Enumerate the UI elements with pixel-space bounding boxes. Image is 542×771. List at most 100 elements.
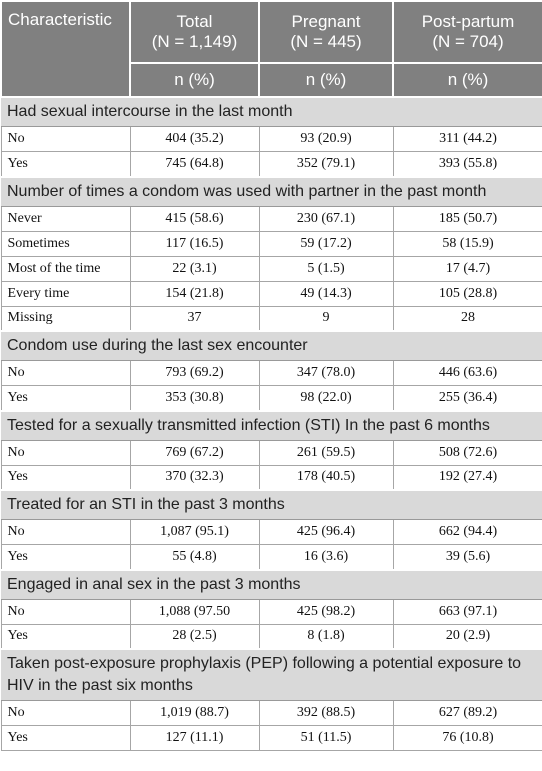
data-row: No 404 (35.2) 93 (20.9) 311 (44.2) bbox=[0, 126, 542, 152]
row-label: No bbox=[0, 598, 131, 625]
cell: 192 (27.4) bbox=[392, 464, 542, 491]
row-label: No bbox=[0, 519, 131, 545]
section-row: Tested for a sexually transmitted infect… bbox=[1, 409, 542, 441]
cell: 17 (4.7) bbox=[392, 255, 542, 282]
cell: 93 (20.9) bbox=[258, 126, 394, 152]
cell: 28 bbox=[392, 305, 542, 332]
cell: 745 (64.8) bbox=[129, 151, 260, 177]
section-row: Treated for an STI in the past 3 months bbox=[1, 489, 542, 520]
cell: 37 bbox=[129, 305, 260, 332]
header-cell: Post-partum (N = 704) bbox=[392, 0, 542, 64]
section-row: Taken post-exposure prophylaxis (PEP) fo… bbox=[1, 648, 542, 701]
cell: 22 (3.1) bbox=[129, 255, 260, 282]
section-row: Condom use during the last sex encounter bbox=[1, 330, 542, 361]
data-row: No 769 (67.2) 261 (59.5) 508 (72.6) bbox=[0, 439, 542, 466]
row-label: Yes bbox=[0, 725, 131, 751]
cell: 404 (35.2) bbox=[129, 126, 260, 152]
cell: 662 (94.4) bbox=[392, 519, 542, 545]
sample-size: (N = 704) bbox=[432, 32, 504, 51]
row-label: Missing bbox=[0, 305, 131, 332]
cell: 352 (79.1) bbox=[258, 151, 394, 177]
cell: 230 (67.1) bbox=[258, 205, 394, 232]
data-row: Yes 55 (4.8) 16 (3.6) 39 (5.6) bbox=[0, 544, 542, 570]
cell: 392 (88.5) bbox=[258, 700, 394, 726]
cell: 185 (50.7) bbox=[392, 205, 542, 232]
data-row: No 793 (69.2) 347 (78.0) 446 (63.6) bbox=[0, 360, 542, 386]
cell: 105 (28.8) bbox=[392, 280, 542, 307]
cell: 8 (1.8) bbox=[258, 623, 394, 650]
cell: 5 (1.5) bbox=[258, 255, 394, 282]
section-title: Condom use during the last sex encounter bbox=[1, 330, 542, 361]
cell: 16 (3.6) bbox=[258, 544, 394, 570]
cell: 76 (10.8) bbox=[392, 725, 542, 751]
data-row: No 1,019 (88.7) 392 (88.5) 627 (89.2) bbox=[0, 700, 542, 726]
cell: 9 bbox=[258, 305, 394, 332]
cell: 1,087 (95.1) bbox=[129, 519, 260, 545]
data-row: Yes 28 (2.5) 8 (1.8) 20 (2.9) bbox=[0, 623, 542, 650]
cell: 627 (89.2) bbox=[392, 700, 542, 726]
section-title: Taken post-exposure prophylaxis (PEP) fo… bbox=[1, 648, 542, 701]
cell: 58 (15.9) bbox=[392, 230, 542, 257]
data-row: Yes 370 (32.3) 178 (40.5) 192 (27.4) bbox=[0, 464, 542, 491]
row-label: Sometimes bbox=[0, 230, 131, 257]
cell: 255 (36.4) bbox=[392, 385, 542, 411]
cell: 20 (2.9) bbox=[392, 623, 542, 650]
data-row: Yes 353 (30.8) 98 (22.0) 255 (36.4) bbox=[0, 385, 542, 411]
section-title: Tested for a sexually transmitted infect… bbox=[1, 409, 542, 441]
cell: 393 (55.8) bbox=[392, 151, 542, 177]
row-label: Yes bbox=[0, 464, 131, 491]
cell: 793 (69.2) bbox=[129, 360, 260, 386]
section-title: Had sexual intercourse in the last month bbox=[1, 96, 542, 127]
cell: 39 (5.6) bbox=[392, 544, 542, 570]
cell: 425 (98.2) bbox=[258, 598, 394, 625]
cell: 55 (4.8) bbox=[129, 544, 260, 570]
cell: 446 (63.6) bbox=[392, 360, 542, 386]
cell: 663 (97.1) bbox=[392, 598, 542, 625]
cell: 347 (78.0) bbox=[258, 360, 394, 386]
cell: 117 (16.5) bbox=[129, 230, 260, 257]
section-row: Engaged in anal sex in the past 3 months bbox=[1, 568, 542, 600]
unit-header: n (%) bbox=[258, 62, 394, 98]
data-row: Most of the time 22 (3.1) 5 (1.5) 17 (4.7) bbox=[0, 255, 542, 282]
cell: 59 (17.2) bbox=[258, 230, 394, 257]
row-label: No bbox=[0, 439, 131, 466]
cell: 425 (96.4) bbox=[258, 519, 394, 545]
cell: 415 (58.6) bbox=[129, 205, 260, 232]
unit-header: n (%) bbox=[129, 62, 260, 98]
header-cell: Total (N = 1,149) bbox=[129, 0, 260, 64]
data-row: No 1,087 (95.1) 425 (96.4) 662 (94.4) bbox=[0, 519, 542, 545]
section-title: Number of times a condom was used with p… bbox=[1, 175, 542, 207]
sample-size: (N = 1,149) bbox=[151, 32, 238, 51]
data-table: Characteristic Total (N = 1,149) Pregnant (N… bbox=[0, 0, 542, 751]
column-header: Characteristic bbox=[8, 10, 112, 29]
cell: 311 (44.2) bbox=[392, 126, 542, 152]
row-label: No bbox=[0, 360, 131, 386]
cell: 98 (22.0) bbox=[258, 385, 394, 411]
row-label: Yes bbox=[0, 151, 131, 177]
column-header: Post-partum bbox=[421, 12, 515, 31]
cell: 353 (30.8) bbox=[129, 385, 260, 411]
cell: 51 (11.5) bbox=[258, 725, 394, 751]
data-row: No 1,088 (97.50 425 (98.2) 663 (97.1) bbox=[0, 598, 542, 625]
sample-size: (N = 445) bbox=[290, 32, 362, 51]
section-row: Had sexual intercourse in the last month bbox=[1, 96, 542, 127]
section-title: Engaged in anal sex in the past 3 months bbox=[1, 568, 542, 600]
row-label: Most of the time bbox=[0, 255, 131, 282]
cell: 127 (11.1) bbox=[129, 725, 260, 751]
cell: 49 (14.3) bbox=[258, 280, 394, 307]
section-row: Number of times a condom was used with p… bbox=[1, 175, 542, 207]
header-cell: Pregnant (N = 445) bbox=[258, 0, 394, 64]
data-row: Yes 745 (64.8) 352 (79.1) 393 (55.8) bbox=[0, 151, 542, 177]
cell: 1,088 (97.50 bbox=[129, 598, 260, 625]
data-row: Every time 154 (21.8) 49 (14.3) 105 (28.8) bbox=[0, 280, 542, 307]
column-header: Pregnant bbox=[291, 12, 361, 31]
cell: 1,019 (88.7) bbox=[129, 700, 260, 726]
data-row: Missing 37 9 28 bbox=[0, 305, 542, 332]
row-label: No bbox=[0, 700, 131, 726]
header-cell: Characteristic bbox=[0, 0, 131, 98]
cell: 508 (72.6) bbox=[392, 439, 542, 466]
data-row: Yes 127 (11.1) 51 (11.5) 76 (10.8) bbox=[0, 725, 542, 751]
cell: 769 (67.2) bbox=[129, 439, 260, 466]
row-label: Yes bbox=[0, 623, 131, 650]
